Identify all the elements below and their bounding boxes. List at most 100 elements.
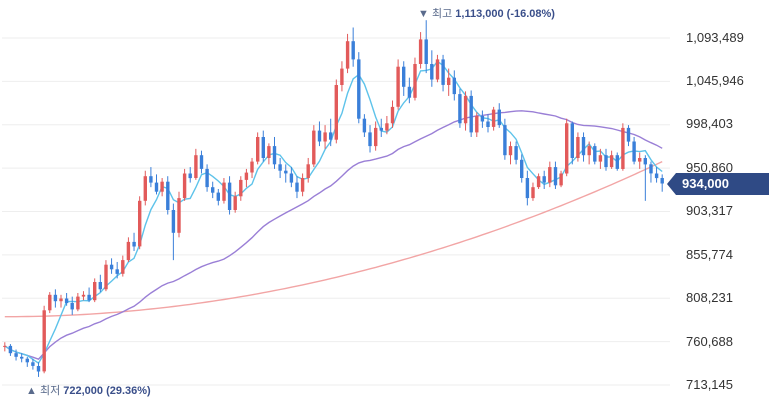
candle-body: [480, 116, 485, 122]
current-price-badge: 934,000: [667, 173, 769, 195]
candle-body: [548, 167, 552, 183]
candle-body: [503, 125, 507, 156]
candle-body: [312, 130, 316, 165]
candle-body: [525, 178, 530, 199]
candle-body: [36, 366, 41, 372]
candle-body: [53, 294, 58, 302]
candle-body: [447, 77, 451, 85]
candle-body: [126, 241, 131, 261]
candle-body: [452, 77, 456, 95]
candle-body: [76, 296, 80, 310]
candle-body: [104, 264, 108, 290]
candle-body: [42, 310, 46, 372]
candle-body: [233, 196, 237, 210]
candle-body: [272, 146, 277, 165]
candle-body: [413, 64, 417, 98]
candle-body: [604, 155, 608, 168]
candle-body: [3, 345, 7, 347]
candle-body: [379, 127, 383, 131]
candle-body: [138, 200, 142, 247]
high-annotation: ▼ 최고 1,113,000 (-16.08%): [418, 5, 555, 21]
candle-body: [553, 167, 558, 186]
candle-body: [581, 137, 586, 156]
y-tick-label: 1,045,946: [686, 73, 744, 88]
candle-body: [368, 132, 372, 147]
candle-body: [93, 282, 97, 301]
candle-body: [424, 39, 428, 64]
candle-body: [188, 173, 192, 179]
candle-body: [587, 146, 591, 156]
candle-body: [362, 118, 367, 133]
low-annotation: ▲ 최저 722,000 (29.36%): [26, 382, 151, 398]
candle-body: [64, 298, 69, 304]
candle-body: [654, 173, 659, 179]
moving-average-mid-line: [4, 110, 663, 361]
y-tick-label: 713,145: [686, 377, 733, 392]
y-tick-label: 1,093,489: [686, 30, 744, 45]
candle-body: [329, 132, 333, 140]
candle-body: [334, 85, 338, 140]
candle-body: [385, 123, 389, 131]
low-value: 722,000 (29.36%): [63, 385, 151, 397]
candle-body: [48, 294, 52, 311]
candle-body: [536, 176, 541, 188]
candle-body: [396, 66, 400, 107]
candle-body: [374, 127, 378, 147]
candle-body: [59, 298, 63, 302]
candle-body: [20, 356, 24, 359]
candle-body: [267, 146, 271, 158]
low-label: 최저: [39, 385, 61, 397]
candle-body: [570, 123, 574, 158]
candle-body: [211, 187, 215, 193]
candle-body: [182, 173, 187, 199]
candle-body: [154, 182, 159, 192]
candle-body: [441, 59, 445, 85]
candle-body: [8, 345, 13, 354]
candle-body: [205, 168, 209, 188]
candle-body: [514, 146, 518, 160]
up-triangle-icon: ▲: [26, 385, 37, 397]
candle-body: [81, 294, 86, 297]
y-tick-label: 760,688: [686, 334, 733, 349]
high-value: 1,113,000 (-16.08%): [455, 8, 555, 20]
candle-body: [345, 41, 350, 69]
high-label: 최고: [431, 8, 453, 20]
candle-body: [593, 146, 597, 162]
candle-body: [171, 210, 176, 233]
candle-body: [295, 182, 299, 192]
candle-body: [638, 158, 642, 162]
y-tick-label: 808,231: [686, 290, 733, 305]
candle-body: [31, 362, 35, 366]
y-tick-label: 903,317: [686, 203, 733, 218]
candle-body: [430, 64, 434, 80]
candle-body: [660, 178, 664, 184]
candle-body: [289, 173, 294, 183]
candle-body: [239, 179, 243, 197]
candle-body: [256, 137, 260, 162]
candle-body: [491, 109, 496, 127]
candle-body: [407, 86, 412, 98]
candle-body: [132, 241, 136, 247]
candle-body: [351, 41, 355, 60]
candle-body: [486, 121, 490, 127]
candle-body: [87, 294, 91, 301]
candle-body: [278, 164, 282, 171]
candle-body: [565, 123, 569, 174]
y-tick-label: 950,860: [686, 160, 733, 175]
candle-body: [626, 127, 631, 142]
candle-body: [121, 260, 125, 274]
candle-body: [475, 116, 479, 133]
candle-body: [508, 146, 513, 156]
y-tick-label: 998,403: [686, 116, 733, 131]
candle-body: [469, 95, 473, 133]
candle-body: [418, 39, 423, 64]
candle-body: [463, 95, 468, 124]
candle-body: [497, 109, 501, 126]
candle-body: [244, 172, 249, 180]
candle-body: [649, 164, 653, 174]
candle-body: [284, 170, 288, 174]
candle-body: [199, 155, 204, 169]
moving-average-long-line: [4, 160, 663, 318]
